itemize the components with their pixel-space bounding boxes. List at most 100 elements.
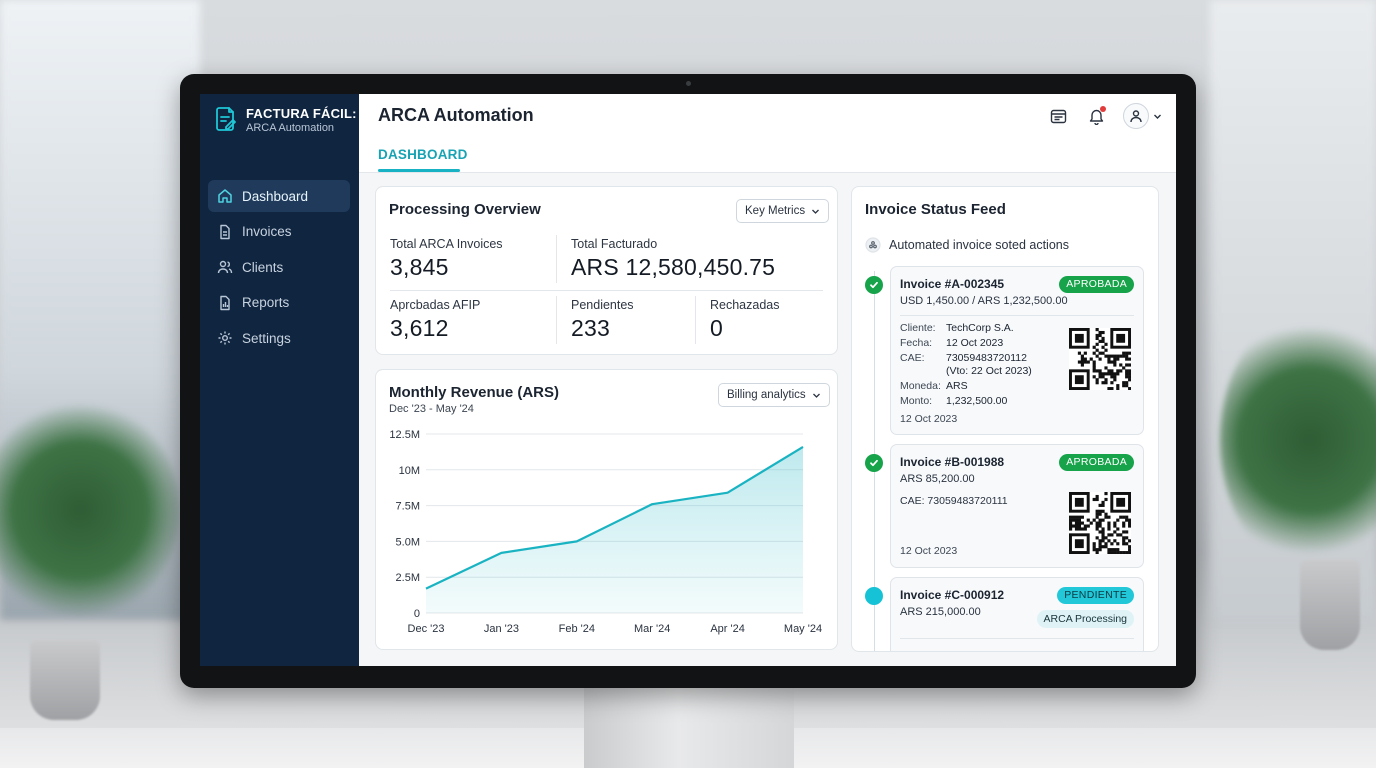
x-tick-label: Jan '23 <box>484 623 519 635</box>
sidebar-item-dashboard[interactable]: Dashboard <box>208 180 350 212</box>
field-value: 73059483720112 <box>946 352 1027 364</box>
monitor: FACTURA FÁCIL: ARCA Automation Dashboard… <box>180 74 1196 688</box>
notification-dot <box>1100 106 1106 112</box>
field-value: 1,232,500.00 <box>946 395 1008 407</box>
invoice-amount: ARS 85,200.00 <box>900 473 975 485</box>
tab-dashboard[interactable]: DASHBOARD <box>378 147 468 162</box>
invoice-date: 12 Oct 2023 <box>900 545 958 557</box>
sidebar-item-label: Clients <box>242 259 284 275</box>
brand-name: FACTURA FÁCIL: <box>246 106 357 121</box>
revenue-area <box>426 446 803 613</box>
chevron-down-icon <box>1154 114 1161 119</box>
sidebar-item-clients[interactable]: Clients <box>208 251 350 283</box>
field-label: Fecha: <box>900 337 933 349</box>
y-tick-label: 12.5M <box>389 429 420 441</box>
top-actions <box>1047 103 1162 129</box>
invoice-status-feed-card: Invoice Status Feed Automated invoice so… <box>851 186 1159 652</box>
background-pot-right <box>1300 560 1360 650</box>
webcam <box>686 81 691 86</box>
active-tab-indicator <box>378 169 460 172</box>
y-tick-label: 2.5M <box>396 572 420 584</box>
calendar-button[interactable] <box>1047 105 1069 127</box>
brand[interactable]: FACTURA FÁCIL: ARCA Automation <box>214 106 357 135</box>
processing-badge: ARCA Processing <box>1036 610 1134 628</box>
sidebar-item-label: Invoices <box>242 224 292 239</box>
chevron-down-icon <box>812 393 820 398</box>
invoice-cae-expiry: (Vto: 22 Oct 2023) <box>946 365 1032 377</box>
metric-value: 0 <box>710 315 723 341</box>
approved-status-icon <box>865 454 883 472</box>
metric-label: Total Facturado <box>571 237 658 251</box>
metric-label: Rechazadas <box>710 298 780 312</box>
users-icon <box>217 260 233 274</box>
divider <box>695 296 696 344</box>
invoice-card-b[interactable]: Invoice #B-001988 ARS 85,200.00 APROBADA… <box>890 444 1144 568</box>
divider <box>900 638 1134 639</box>
processing-overview-card: Processing Overview Key Metrics Total AR… <box>375 186 838 355</box>
billing-analytics-dropdown[interactable]: Billing analytics <box>718 383 830 407</box>
metric-approved: Aprcbadas AFIP 3,612 <box>390 298 480 342</box>
invoice-id: Invoice #A-002345 <box>900 277 1005 291</box>
home-icon <box>218 189 232 203</box>
field-value: TechCorp S.A. <box>946 322 1014 334</box>
sidebar-item-reports[interactable]: Reports <box>208 287 350 319</box>
divider <box>556 235 557 283</box>
qr-code-icon <box>1069 328 1131 390</box>
bar-chart-icon <box>220 295 230 310</box>
field-label: Cliente: <box>900 322 936 334</box>
y-tick-label: 10M <box>399 465 420 477</box>
divider <box>556 296 557 344</box>
field-value: 12 Oct 2023 <box>946 337 1004 349</box>
key-metrics-dropdown[interactable]: Key Metrics <box>736 199 830 223</box>
notifications-button[interactable] <box>1085 105 1107 127</box>
main-content: ARCA Automation DASHBOARD <box>359 94 1176 666</box>
invoice-logo-icon <box>214 106 238 132</box>
invoice-client-row: Cliente: TechCorp S.A. <box>900 322 1014 335</box>
metric-rejected: Rechazadas 0 <box>710 298 780 342</box>
invoice-card-c[interactable]: Invoice #C-000912 ARS 215,000.00 PENDIEN… <box>890 577 1144 651</box>
pending-status-icon <box>865 587 883 605</box>
metric-label: Pendientes <box>571 298 634 312</box>
y-tick-label: 0 <box>414 608 420 620</box>
approved-status-icon <box>865 276 883 294</box>
x-tick-label: Dec '23 <box>408 623 445 635</box>
x-tick-label: May '24 <box>784 623 822 635</box>
top-bar: ARCA Automation DASHBOARD <box>359 94 1176 173</box>
metric-value: 233 <box>571 315 610 341</box>
processing-overview-title: Processing Overview <box>389 201 541 218</box>
bell-icon <box>1089 109 1103 125</box>
x-tick-label: Mar '24 <box>634 623 670 635</box>
field-value: ARS <box>946 380 968 392</box>
monthly-revenue-title: Monthly Revenue (ARS) <box>389 384 560 401</box>
metric-total-invoices: Total ARCA Invoices 3,845 <box>390 237 503 281</box>
dropdown-label: Key Metrics <box>745 205 806 217</box>
invoice-card-a[interactable]: Invoice #A-002345 USD 1,450.00 / ARS 1,2… <box>890 266 1144 435</box>
automation-icon <box>865 237 881 253</box>
background-pot-left <box>30 640 100 720</box>
field-label: Moneda: <box>900 380 941 392</box>
sidebar: FACTURA FÁCIL: ARCA Automation Dashboard… <box>200 94 359 666</box>
invoice-cae-row: CAE: 73059483720111 <box>900 495 1008 507</box>
divider <box>900 315 1134 316</box>
sidebar-item-label: Settings <box>242 330 291 346</box>
page-title: ARCA Automation <box>378 105 534 125</box>
document-icon <box>220 224 230 239</box>
sidebar-item-settings[interactable]: Settings <box>208 322 350 354</box>
invoice-amount: ARS 215,000.00 <box>900 606 981 618</box>
status-badge: APROBADA <box>1059 454 1134 471</box>
sidebar-item-label: Reports <box>242 295 290 310</box>
sidebar-nav: Dashboard Invoices Clients Reports Setti… <box>208 180 350 358</box>
invoice-currency-row: Moneda: ARS <box>900 380 968 393</box>
x-tick-label: Feb '24 <box>559 623 595 635</box>
metric-total-billed: Total Facturado ARS 12,580,450.75 <box>571 237 775 281</box>
dropdown-label: Billing analytics <box>727 389 806 401</box>
invoice-amount: USD 1,450.00 / ARS 1,232,500.00 <box>900 295 1068 307</box>
calendar-icon <box>1050 109 1066 123</box>
invoice-feed-title: Invoice Status Feed <box>865 201 1006 218</box>
sidebar-item-label: Dashboard <box>242 188 309 204</box>
screen: FACTURA FÁCIL: ARCA Automation Dashboard… <box>200 94 1176 666</box>
avatar <box>1123 103 1149 129</box>
qr-code-icon <box>1069 492 1131 554</box>
sidebar-item-invoices[interactable]: Invoices <box>208 216 350 248</box>
user-menu[interactable] <box>1123 103 1162 129</box>
